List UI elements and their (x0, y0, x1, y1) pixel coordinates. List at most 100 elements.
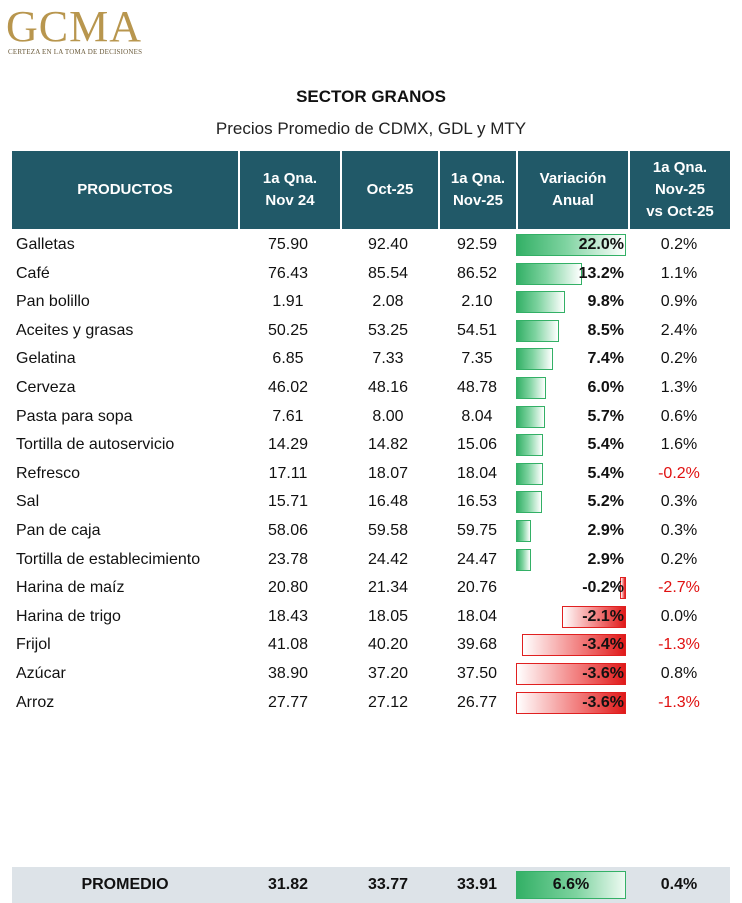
table-row: Café 76.43 85.54 86.52 13.2% 1.1% (12, 260, 730, 289)
header-nov25: 1a Qna. Nov-25 (438, 151, 516, 229)
variation-vs-oct25: -2.7% (658, 579, 700, 597)
variation-vs-oct25: 0.2% (660, 236, 698, 253)
price-nov24: 38.90 (267, 664, 309, 682)
table-header: PRODUCTOS 1a Qna. Nov 24 Oct-25 1a Qna. Nov… (12, 151, 730, 231)
price-nov25: 86.52 (456, 264, 498, 282)
price-nov25: 8.04 (461, 407, 493, 425)
variation-vs-oct25: 0.0% (660, 607, 698, 625)
price-oct25: 16.48 (367, 493, 409, 511)
price-oct25: 85.54 (367, 264, 409, 282)
logo-wordmark: GCMA (6, 2, 143, 51)
product-name: Pasta para sopa (16, 407, 133, 425)
promedio-label: PROMEDIO (81, 876, 169, 893)
table-row: Galletas 75.90 92.40 92.59 22.0% 0.2% (12, 231, 730, 260)
header-vs-oct25: 1a Qna. Nov-25 vs Oct-25 (628, 151, 730, 229)
price-nov24: 50.25 (267, 321, 309, 339)
table-row: Pasta para sopa 7.61 8.00 8.04 5.7% 0.6% (12, 403, 730, 432)
variation-bar (516, 662, 626, 685)
variation-vs-oct25: 2.4% (660, 321, 698, 339)
product-name: Galletas (16, 236, 75, 253)
price-nov25: 92.59 (456, 236, 498, 253)
price-nov25: 54.51 (456, 321, 498, 339)
promedio-oct25: 33.77 (367, 876, 409, 893)
prices-table: PRODUCTOS 1a Qna. Nov 24 Oct-25 1a Qna. Nov… (12, 151, 730, 903)
variation-vs-oct25: -1.3% (658, 693, 700, 711)
variation-anual: -3.6% (582, 693, 624, 711)
price-nov24: 18.43 (267, 607, 309, 625)
price-oct25: 8.00 (372, 407, 404, 425)
variation-anual: 9.8% (587, 293, 624, 311)
product-name: Tortilla de establecimiento (16, 550, 201, 568)
promedio-vs-oct25: 0.4% (660, 876, 698, 893)
variation-vs-oct25: 1.1% (660, 264, 698, 282)
table-row: Harina de maíz 20.80 21.34 20.76 -0.2% -2.7% (12, 574, 730, 603)
variation-vs-oct25: 0.8% (660, 664, 698, 682)
variation-bar (522, 634, 626, 657)
price-oct25: 59.58 (367, 521, 409, 539)
price-nov25: 39.68 (456, 636, 498, 654)
price-nov24: 15.71 (267, 493, 309, 511)
variation-bar (516, 691, 626, 714)
header-variacion-anual: Variación Anual (516, 151, 628, 229)
price-oct25: 14.82 (367, 436, 409, 454)
table-row: Refresco 17.11 18.07 18.04 5.4% -0.2% (12, 460, 730, 489)
variation-anual: 8.5% (587, 321, 624, 339)
price-oct25: 21.34 (367, 579, 409, 597)
product-name: Harina de trigo (16, 607, 121, 625)
price-nov25: 20.76 (456, 579, 498, 597)
variation-bar (516, 348, 553, 371)
price-oct25: 18.07 (367, 464, 409, 482)
variation-bar (516, 462, 543, 485)
price-nov25: 2.10 (461, 293, 493, 311)
variation-bar (516, 434, 543, 457)
variation-bar (561, 605, 626, 628)
table-row: Gelatina 6.85 7.33 7.35 7.4% 0.2% (12, 345, 730, 374)
product-name: Pan de caja (16, 521, 101, 539)
variation-vs-oct25: 1.6% (660, 436, 698, 454)
variation-anual: -3.6% (582, 664, 624, 682)
table-row: Pan de caja 58.06 59.58 59.75 2.9% 0.3% (12, 517, 730, 546)
variation-vs-oct25: 0.3% (660, 493, 698, 511)
price-nov24: 1.91 (272, 293, 304, 311)
variation-bar (516, 519, 531, 542)
product-name: Tortilla de autoservicio (16, 436, 175, 454)
price-nov25: 7.35 (461, 350, 493, 368)
price-nov24: 75.90 (267, 236, 309, 253)
variation-bar (516, 319, 559, 342)
variation-vs-oct25: 0.6% (660, 407, 698, 425)
price-nov24: 76.43 (267, 264, 309, 282)
price-nov25: 15.06 (456, 436, 498, 454)
table-row: Tortilla de autoservicio 14.29 14.82 15.06 5… (12, 431, 730, 460)
page-subtitle: Precios Promedio de CDMX, GDL y MTY (215, 119, 527, 138)
price-nov24: 7.61 (272, 407, 304, 425)
price-nov24: 17.11 (268, 464, 308, 482)
product-name: Frijol (16, 636, 51, 654)
header-nov24: 1a Qna. Nov 24 (238, 151, 340, 229)
variation-anual: 13.2% (578, 264, 624, 282)
variation-bar (516, 262, 582, 285)
price-oct25: 92.40 (367, 236, 409, 253)
price-nov25: 24.47 (456, 550, 498, 568)
product-name: Gelatina (16, 350, 76, 368)
price-nov25: 48.78 (456, 378, 498, 396)
logo-tagline: CERTEZA EN LA TOMA DE DECISIONES (8, 48, 143, 56)
variation-bar (516, 405, 545, 428)
price-nov24: 41.08 (267, 636, 309, 654)
gcma-logo: GCMA CERTEZA EN LA TOMA DE DECISIONES (4, 2, 164, 58)
variation-vs-oct25: 0.3% (660, 521, 698, 539)
variation-vs-oct25: 0.9% (660, 293, 698, 311)
table-row: Azúcar 38.90 37.20 37.50 -3.6% 0.8% (12, 660, 730, 689)
product-name: Azúcar (16, 664, 66, 682)
variation-vs-oct25: 1.3% (660, 378, 698, 396)
variation-anual: -0.2% (582, 579, 624, 597)
variation-anual: -3.4% (582, 636, 624, 654)
price-oct25: 2.08 (372, 293, 404, 311)
variation-anual: 22.0% (578, 236, 624, 253)
promedio-variation: 6.6% (552, 876, 590, 893)
price-oct25: 48.16 (367, 378, 409, 396)
variation-bar (516, 376, 546, 399)
product-name: Arroz (16, 693, 55, 711)
product-name: Harina de maíz (16, 579, 125, 597)
variation-vs-oct25: -1.3% (658, 636, 700, 654)
price-nov24: 46.02 (267, 378, 309, 396)
